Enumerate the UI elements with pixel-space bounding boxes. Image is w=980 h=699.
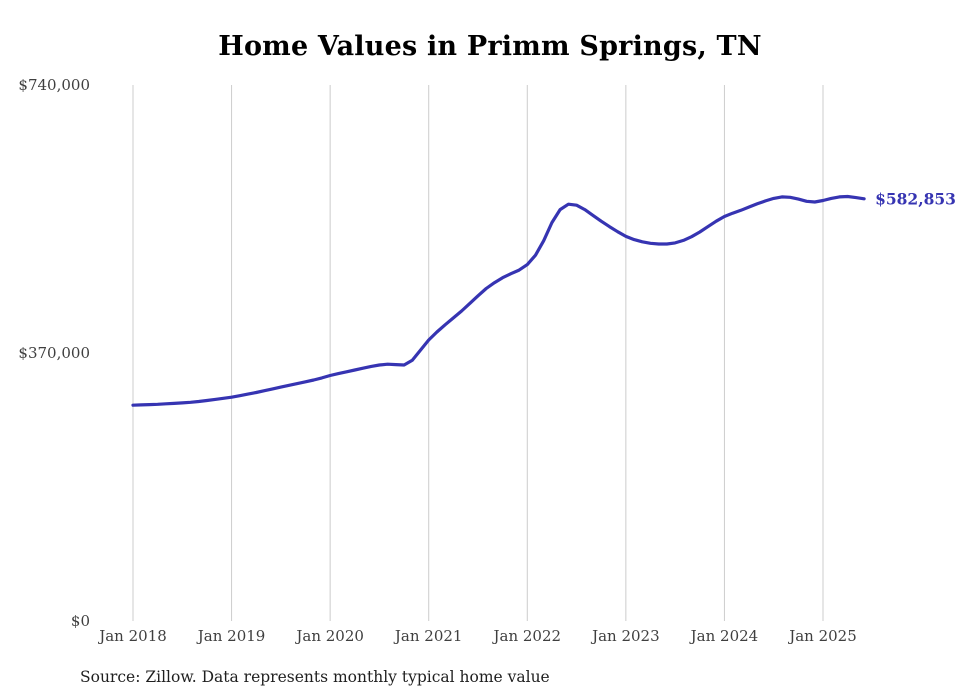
x-axis-tick-label: Jan 2023 — [592, 627, 660, 645]
chart-title: Home Values in Primm Springs, TN — [218, 31, 762, 62]
source-note: Source: Zillow. Data represents monthly … — [80, 668, 550, 686]
x-axis-tick-label: Jan 2020 — [296, 627, 364, 645]
x-axis-tick-label: Jan 2018 — [99, 627, 167, 645]
y-axis-tick-label: $740,000 — [18, 76, 90, 94]
y-axis-tick-label: $370,000 — [18, 344, 90, 362]
x-axis-tick-label: Jan 2024 — [690, 627, 759, 645]
x-axis-tick-label: Jan 2022 — [493, 627, 562, 645]
x-axis-tick-label: Jan 2021 — [394, 627, 463, 645]
end-value-label: $582,853 — [875, 189, 956, 209]
x-axis-tick-label: Jan 2019 — [197, 627, 266, 645]
home-value-line — [131, 194, 866, 407]
x-axis-tick-label: Jan 2025 — [789, 627, 857, 645]
y-axis-tick-label: $0 — [70, 612, 90, 630]
